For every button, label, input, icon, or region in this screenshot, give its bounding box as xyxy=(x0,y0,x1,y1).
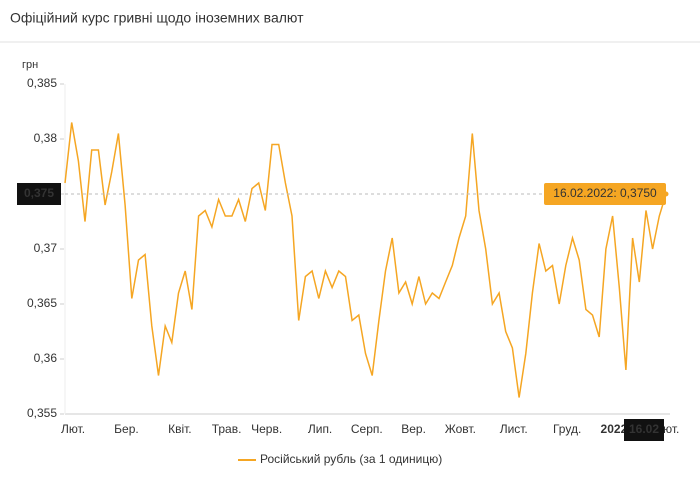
y-tick-label: 0,38 xyxy=(34,131,58,145)
y-tick-label: 0,36 xyxy=(34,351,58,365)
x-tick-label: Бер. xyxy=(114,422,139,436)
x-tick-label: Квіт. xyxy=(168,422,192,436)
legend-label: Російський рубль (за 1 одиницю) xyxy=(260,452,442,466)
x-tick-label: Груд. xyxy=(553,422,581,436)
y-tick-label: 0,365 xyxy=(27,296,57,310)
crosshair-y-box xyxy=(17,183,61,205)
x-tick-label: Лист. xyxy=(500,422,528,436)
tooltip-text: 16.02.2022: 0,3750 xyxy=(553,186,657,200)
x-tick-label: Трав. xyxy=(212,422,242,436)
y-tick-label: 0,37 xyxy=(34,241,58,255)
x-tick-label: Вер. xyxy=(401,422,426,436)
x-tick-label: Лип. xyxy=(308,422,332,436)
x-tick-label: Жовт. xyxy=(445,422,476,436)
x-tick-label: Лют. xyxy=(61,422,85,436)
x-tick-label: Серп. xyxy=(351,422,383,436)
chart-title: Офіційний курс гривні щодо іноземних вал… xyxy=(10,10,304,26)
y-tick-label: 0,355 xyxy=(27,406,57,420)
crosshair-x-label: 16.02 xyxy=(629,422,659,436)
data-line xyxy=(64,122,667,398)
y-axis-label: грн xyxy=(22,59,38,71)
x-tick-label: Черв. xyxy=(251,422,282,436)
tooltip-box xyxy=(544,183,666,205)
y-tick-label: 0,385 xyxy=(27,76,57,90)
crosshair-x-box xyxy=(624,419,664,441)
crosshair-y-label: 0,375 xyxy=(24,186,54,200)
x-tick-label: 2022 xyxy=(601,422,628,436)
